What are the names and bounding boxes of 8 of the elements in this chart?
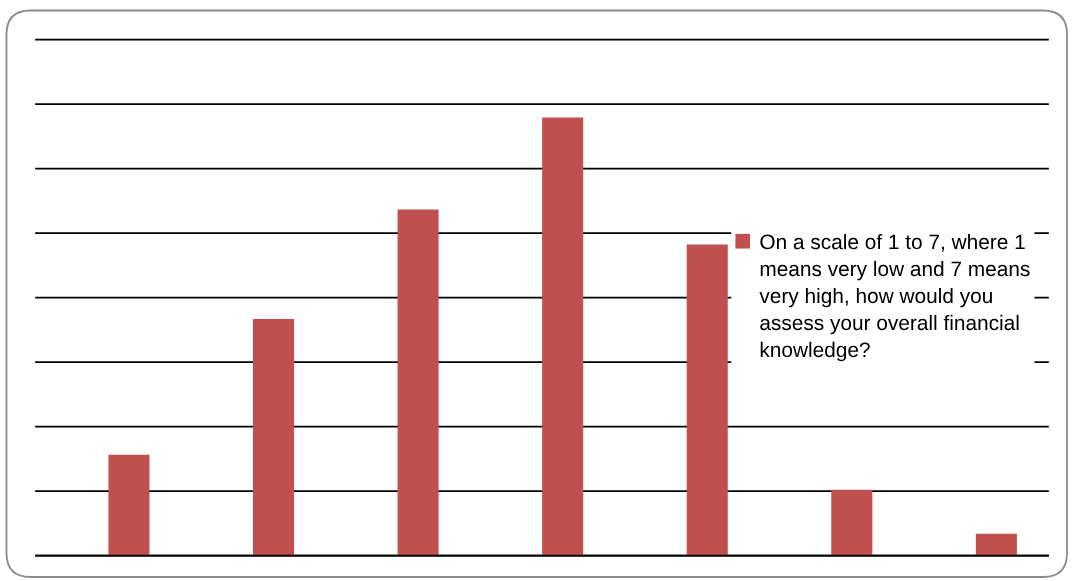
bar	[975, 533, 1017, 556]
bar	[108, 454, 150, 556]
legend-label: On a scale of 1 to 7, where 1 means very low and 7 means very high, how would you assess your overall financial knowledge?	[759, 233, 1030, 362]
bar	[831, 489, 873, 556]
bar	[253, 318, 295, 556]
bar	[542, 117, 584, 556]
bar	[686, 244, 728, 556]
bar	[397, 209, 439, 556]
